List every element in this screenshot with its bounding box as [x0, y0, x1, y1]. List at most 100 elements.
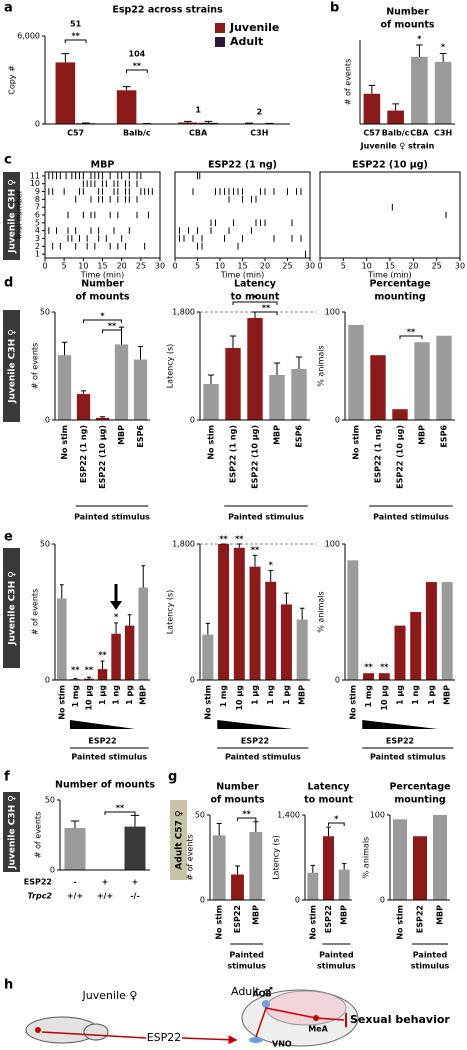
y-tick-label: 5: [35, 218, 40, 227]
x-tick-label: 15: [237, 262, 247, 271]
annotation: **: [262, 304, 271, 313]
x-tick-label: ESP22 (10 µg): [251, 425, 260, 489]
bar: [441, 582, 453, 680]
bar: [97, 669, 108, 680]
error-bar: [87, 676, 91, 679]
x-tick-label: 1 µg: [396, 685, 405, 705]
y-tick-label: 1,400: [277, 811, 300, 820]
y-tick-label: 10: [30, 179, 40, 188]
bar: [411, 56, 428, 124]
y-tick-label: 0: [200, 896, 205, 905]
y-axis-label: # of events: [186, 834, 195, 880]
bar: [378, 673, 390, 680]
error-bar: [252, 554, 258, 567]
error-bar: [326, 826, 331, 837]
x-tick-label: 30: [455, 262, 465, 271]
group-label: Painted: [229, 951, 264, 960]
significance-bracket: [328, 822, 345, 826]
x-tick-label: 1 mg: [219, 685, 228, 708]
output-label: Sexual behavior: [350, 1013, 450, 1026]
x-tick-label: 1 pg: [427, 685, 436, 705]
x-tick-label: 20: [260, 262, 270, 271]
group-label: Painted stimulus: [74, 513, 150, 522]
bar: [116, 90, 137, 124]
y-tick-label: 4: [35, 226, 40, 235]
x-axis-label: Time (min): [367, 271, 411, 280]
bar: [124, 625, 135, 680]
error-bar: [284, 592, 289, 605]
y-tick-label: 11: [30, 171, 40, 180]
x-tick-label: 1 ng: [266, 685, 275, 705]
bar: [347, 560, 359, 680]
bar: [363, 93, 381, 124]
bar: [323, 836, 334, 900]
x-tick-label: MBP: [418, 425, 427, 445]
y-tick-label: 0: [35, 120, 40, 129]
side-label-box: [3, 310, 20, 422]
annotation: *: [253, 294, 258, 303]
bar: [410, 612, 422, 680]
bar: [178, 122, 198, 124]
y-axis-label: % animals: [362, 837, 371, 878]
x-tick-label: 30: [155, 262, 165, 271]
annotation: **: [85, 666, 94, 675]
error-bar: [237, 543, 242, 548]
row-value: +/+: [67, 892, 83, 901]
y-tick-label: 0: [335, 676, 340, 685]
chart-title: ESP22 (10 µg): [352, 160, 428, 171]
error-bar: [183, 120, 192, 123]
x-tick-label: ESP22 (10 µg): [98, 425, 107, 489]
x-tick-label: ESP22 (1 ng): [229, 425, 238, 483]
group-sublabel: ESP22: [88, 737, 116, 746]
x-tick-label: 10: [215, 262, 225, 271]
region-label: AOB: [252, 990, 271, 999]
panel-label: c: [4, 153, 12, 168]
panel-label: h: [4, 978, 13, 993]
chart-title: Latency: [234, 279, 277, 290]
y-tick-label: 0: [190, 416, 195, 425]
y-tick-label: 1,800: [172, 308, 195, 317]
row-value: -/-: [130, 892, 140, 901]
y-tick-label: 3: [35, 234, 40, 243]
significance-bracket: [64, 39, 87, 43]
error-bar: [234, 865, 241, 875]
bar: [84, 678, 94, 680]
x-tick-label: No stim: [396, 905, 405, 940]
legend-label: Adult: [230, 35, 263, 48]
x-tick-label: CBA: [410, 129, 429, 138]
chart-title: Latency: [307, 782, 350, 793]
pathway: [255, 1007, 345, 1038]
chart-title: of mounts: [380, 20, 434, 31]
annotation: **: [242, 810, 251, 819]
error-bar: [73, 677, 78, 680]
y-tick-label: 100: [325, 308, 340, 317]
y-axis-label: Trial number: [15, 189, 24, 241]
error-bar: [122, 86, 131, 91]
chart-title: mounting: [374, 292, 425, 303]
x-tick-label: CBA: [189, 129, 208, 138]
x-tick-label: MBP: [251, 905, 260, 925]
error-bar: [439, 52, 447, 62]
significance-bracket: [102, 329, 122, 333]
group-label: Painted: [319, 951, 354, 960]
arrow: [181, 1035, 238, 1045]
bar: [414, 342, 430, 420]
x-tick-label: 1 µg: [98, 685, 107, 705]
bar: [291, 369, 307, 420]
x-tick-label: C3H: [434, 129, 452, 138]
y-tick-label: 0: [380, 896, 385, 905]
x-tick-label: ESP22 (1 ng): [79, 425, 88, 483]
error-bar: [127, 614, 132, 626]
bar: [363, 673, 375, 680]
chart-title: Number of mounts: [55, 780, 155, 791]
annotation: **: [116, 804, 125, 813]
bar: [57, 598, 67, 680]
x-tick-label: 25: [136, 262, 146, 271]
chart-title: Number: [81, 279, 124, 290]
x-tick-label: ESP22: [233, 905, 242, 933]
bar: [413, 836, 427, 900]
x-tick-label: 0: [42, 262, 47, 271]
bar: [247, 318, 263, 420]
x-tick-label: MBP: [436, 905, 445, 925]
bar: [280, 604, 292, 680]
